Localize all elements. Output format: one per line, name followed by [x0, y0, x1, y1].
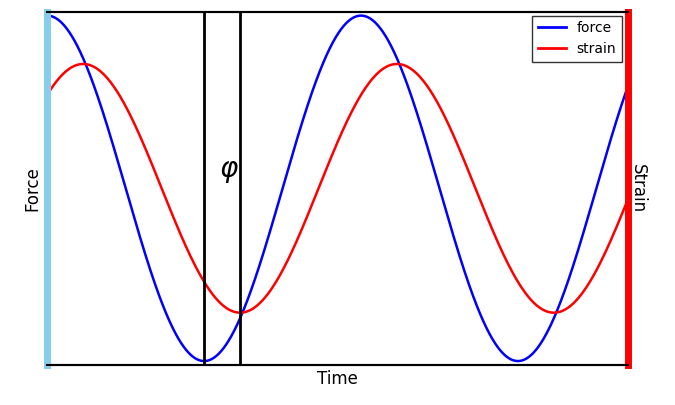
Y-axis label: Force: Force — [24, 166, 42, 211]
Text: $\varphi$: $\varphi$ — [219, 157, 239, 185]
Y-axis label: Strain: Strain — [629, 164, 647, 213]
X-axis label: Time: Time — [317, 370, 358, 388]
Legend: force, strain: force, strain — [533, 16, 622, 62]
